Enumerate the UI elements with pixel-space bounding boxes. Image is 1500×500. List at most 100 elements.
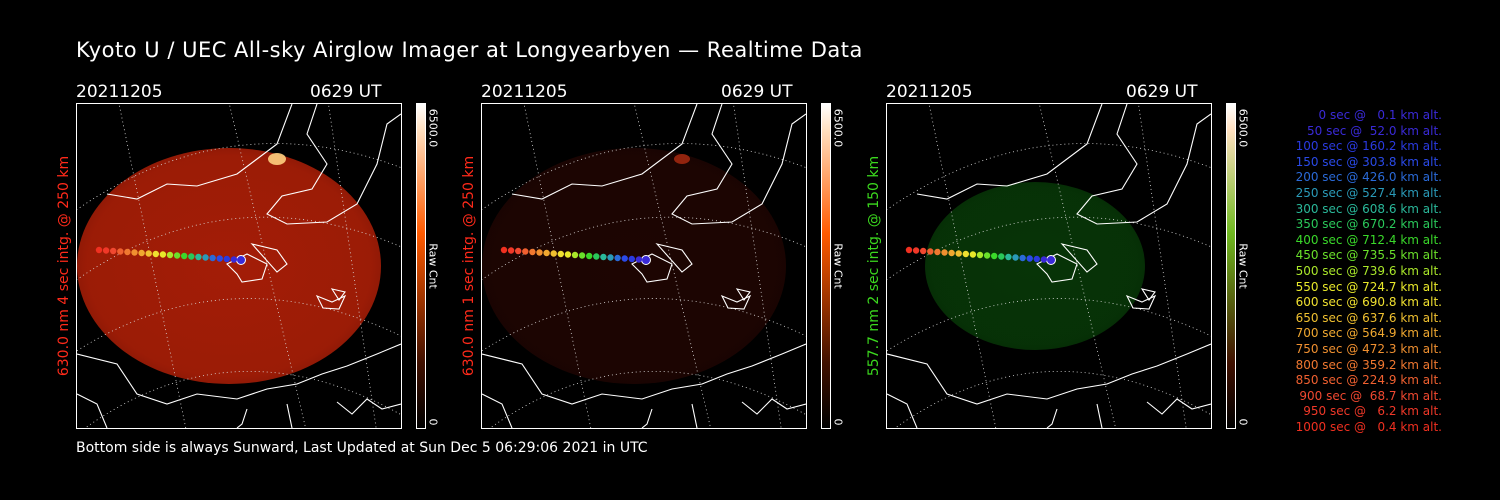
satellite-track-point: [1046, 255, 1056, 265]
panel-1-image[interactable]: [76, 103, 402, 429]
legend-row: 150 sec @ 303.8 km alt.: [1291, 154, 1442, 169]
coastline: [482, 104, 806, 428]
satellite-track-point: [1012, 254, 1019, 261]
satellite-track-point: [991, 252, 998, 260]
panel-3-date: 20211205: [886, 82, 973, 102]
panel-1-cbar-min: 0: [426, 418, 440, 426]
satellite-track-point: [173, 252, 181, 259]
satellite-track-point: [1040, 256, 1048, 263]
footer-note: Bottom side is always Sunward, Last Upda…: [76, 440, 648, 456]
map-grid: [482, 104, 806, 428]
satellite-track-point: [912, 247, 920, 254]
satellite-track-point: [95, 246, 103, 254]
satellite-track-point: [927, 248, 934, 255]
panel-3-colorbar: [1226, 103, 1236, 429]
legend-row: 800 sec @ 359.2 km alt.: [1291, 357, 1442, 372]
panel-1-cbar-max: 6500.0: [426, 108, 440, 148]
map-grid: [887, 104, 1211, 428]
satellite-track-point: [507, 247, 515, 254]
satellite-track-point: [557, 250, 564, 258]
satellite-track-point: [635, 256, 643, 263]
satellite-track-point: [202, 254, 209, 261]
legend-row: 300 sec @ 608.6 km alt.: [1291, 201, 1442, 216]
legend-row: 550 sec @ 724.7 km alt.: [1291, 279, 1442, 294]
satellite-track-point: [181, 252, 188, 260]
legend-row: 250 sec @ 527.4 km alt.: [1291, 185, 1442, 200]
satellite-track-point: [500, 246, 508, 254]
legend-row: 700 sec @ 564.9 km alt.: [1291, 326, 1442, 341]
legend-row: 850 sec @ 224.9 km alt.: [1291, 373, 1442, 388]
panel-3-cbar-min: 0: [1236, 418, 1250, 426]
satellite-track-point: [607, 254, 614, 261]
panel-1-date: 20211205: [76, 82, 163, 102]
satellite-track-point: [550, 250, 557, 257]
panel-2-date: 20211205: [481, 82, 568, 102]
satellite-track-point: [1026, 255, 1033, 262]
airglow-sky-disk: [925, 182, 1145, 350]
panel-2-ylabel: 630.0 nm 1 sec intg. @ 250 km: [461, 155, 477, 377]
panel-2-time: 0629 UT: [721, 82, 793, 102]
satellite-track-point: [166, 251, 174, 259]
satellite-track-point: [209, 254, 216, 262]
panel-2-cbar-unit: Raw Cnt: [831, 243, 845, 289]
satellite-track-point: [614, 254, 621, 262]
map-grid: [77, 104, 401, 428]
satellite-track-point: [543, 249, 550, 257]
satellite-track-point: [564, 251, 572, 258]
legend-row: 350 sec @ 670.2 km alt.: [1291, 217, 1442, 232]
panel-2-cbar-max: 6500.0: [831, 108, 845, 148]
satellite-track-point: [571, 251, 579, 259]
satellite-track-point: [600, 253, 607, 261]
legend-row: 400 sec @ 712.4 km alt.: [1291, 232, 1442, 247]
satellite-track-point: [941, 249, 948, 256]
satellite-track-point: [117, 248, 124, 255]
satellite-track-point: [536, 249, 543, 256]
panel-1-cbar-unit: Raw Cnt: [426, 243, 440, 289]
legend-row: 750 sec @ 472.3 km alt.: [1291, 341, 1442, 356]
panel-1-ylabel: 630.0 nm 4 sec intg. @ 250 km: [56, 155, 72, 377]
legend-row: 100 sec @ 160.2 km alt.: [1291, 139, 1442, 154]
satellite-track-point: [920, 247, 927, 255]
panel-3-cbar-max: 6500.0: [1236, 108, 1250, 148]
satellite-track-point: [586, 252, 593, 260]
legend-row: 500 sec @ 739.6 km alt.: [1291, 263, 1442, 278]
satellite-track-point: [593, 253, 600, 260]
satellite-track-point: [152, 250, 159, 258]
satellite-track-point: [188, 253, 195, 260]
panel-3-image[interactable]: [886, 103, 1212, 429]
legend-row: 450 sec @ 735.5 km alt.: [1291, 248, 1442, 263]
legend-row: 650 sec @ 637.6 km alt.: [1291, 310, 1442, 325]
satellite-track-point: [159, 251, 167, 258]
satellite-track-point: [102, 247, 110, 254]
satellite-track-point: [983, 252, 991, 259]
satellite-track-point: [641, 255, 651, 265]
satellite-track-point: [110, 247, 117, 255]
satellite-track-point: [948, 249, 955, 257]
satellite-track-point: [969, 251, 977, 258]
legend-row: 0 sec @ 0.1 km alt.: [1307, 108, 1442, 122]
satellite-track-point: [124, 248, 131, 256]
satellite-track-point: [138, 249, 145, 257]
satellite-track-point: [998, 253, 1005, 260]
satellite-track-point: [529, 248, 536, 256]
satellite-track-point: [522, 248, 529, 255]
satellite-track-point: [195, 253, 202, 261]
page-title: Kyoto U / UEC All-sky Airglow Imager at …: [76, 38, 863, 62]
satellite-track-point: [230, 256, 238, 263]
auroral-bright-spot: [674, 154, 690, 164]
satellite-track-point: [145, 250, 152, 257]
satellite-track-point: [1033, 255, 1040, 263]
auroral-bright-spot: [268, 153, 286, 165]
satellite-track-point: [905, 246, 913, 254]
satellite-track-point: [628, 255, 635, 263]
satellite-track-point: [962, 250, 969, 258]
satellite-track-point: [236, 255, 246, 265]
satellite-track-point: [131, 249, 138, 256]
satellite-track-point: [934, 248, 941, 256]
panel-2-image[interactable]: [481, 103, 807, 429]
satellite-track-point: [1005, 253, 1012, 261]
panel-1-time: 0629 UT: [310, 82, 382, 102]
coastline: [887, 104, 1211, 428]
panel-3-time: 0629 UT: [1126, 82, 1198, 102]
satellite-track-point: [578, 252, 586, 259]
